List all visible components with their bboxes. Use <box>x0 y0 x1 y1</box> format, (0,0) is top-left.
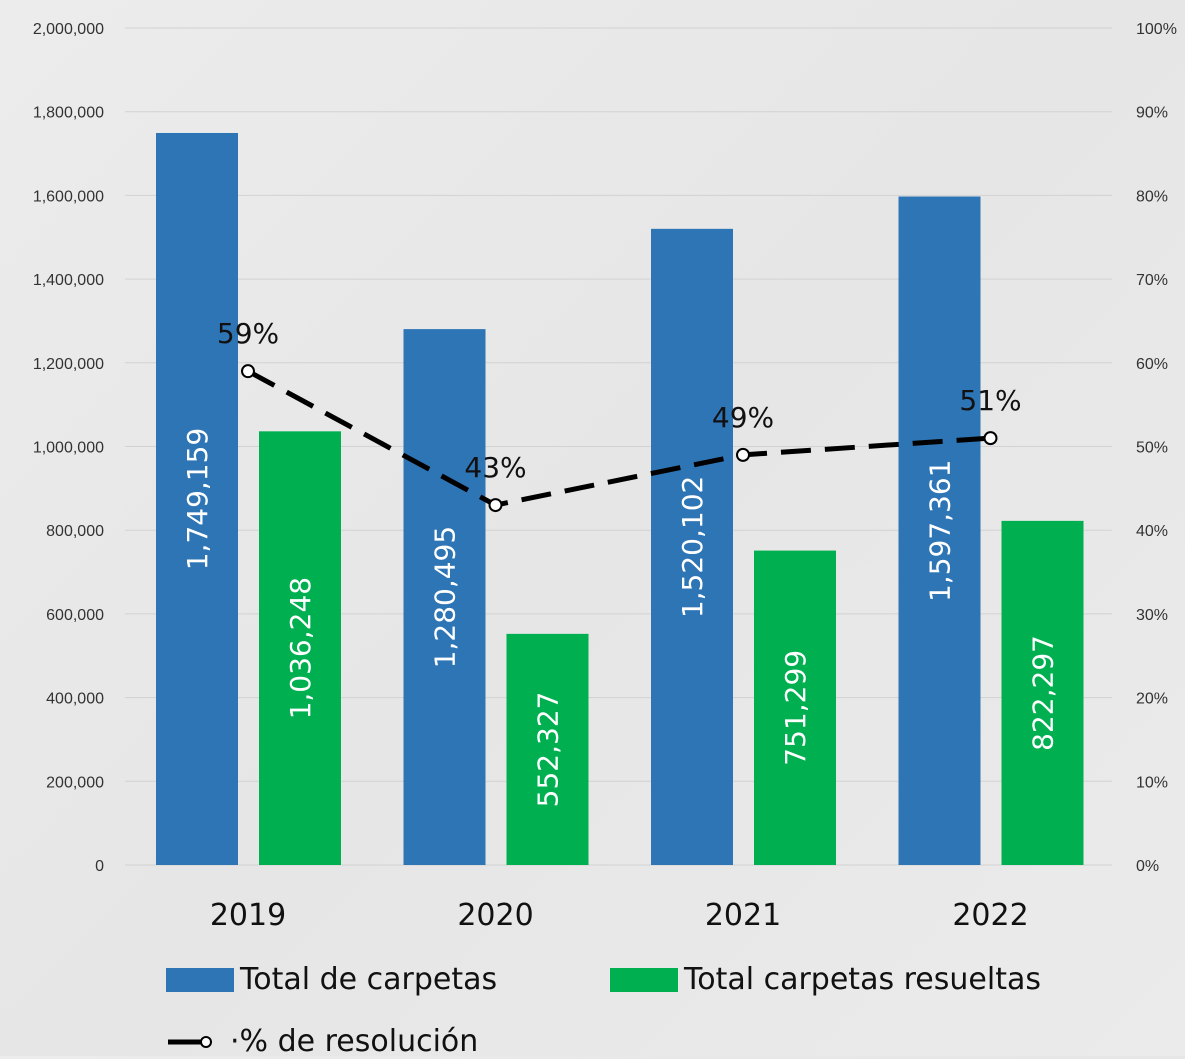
bar-label-total-carpetas: 1,597,361 <box>924 459 957 602</box>
y-tick-label: 800,000 <box>46 523 104 540</box>
line-point <box>983 431 998 446</box>
y-tick-label: 2,000,000 <box>33 21 104 38</box>
y-tick-label: 600,000 <box>46 607 104 624</box>
y-tick-label: 1,800,000 <box>33 105 104 122</box>
line-data-label: 51% <box>959 384 1021 417</box>
y2-tick-label: 20% <box>1136 691 1168 708</box>
bar-label-total-resueltas: 751,299 <box>779 650 812 766</box>
bar-label-total-carpetas: 1,280,495 <box>429 526 462 669</box>
line-point <box>488 498 503 513</box>
bar-total-carpetas <box>156 132 238 866</box>
bar-label-total-carpetas: 1,749,159 <box>181 428 214 571</box>
category-label: 2020 <box>457 898 533 933</box>
y-tick-label: 1,200,000 <box>33 356 104 373</box>
bar-label-total-resueltas: 552,327 <box>532 692 565 808</box>
category-label: 2019 <box>210 898 286 933</box>
bar-label-total-resueltas: 822,297 <box>1027 635 1060 751</box>
legend-swatch-green <box>610 967 678 992</box>
y2-tick-label: 70% <box>1136 272 1168 289</box>
y-tick-label: 1,000,000 <box>33 440 104 457</box>
line-data-label: 43% <box>464 451 526 484</box>
y2-tick-label: 60% <box>1136 356 1168 373</box>
bars: 1,749,159 1,036,248 1,280,495 552,327 1,520,… <box>156 132 1084 866</box>
bar-label-total-carpetas: 1,520,102 <box>676 476 709 619</box>
y-tick-label: 200,000 <box>46 774 104 791</box>
legend-label-resolucion: ·% de resolución <box>230 1024 479 1059</box>
legend-label-total-carpetas: Total de carpetas <box>240 962 498 997</box>
legend-swatch-blue <box>166 967 234 992</box>
bar-total-carpetas <box>651 228 733 866</box>
line-point <box>736 447 750 462</box>
legend-line-marker-icon <box>168 1035 212 1048</box>
bar-total-resueltas <box>506 633 589 865</box>
y2-tick-label: 40% <box>1136 523 1168 540</box>
y2-tick-label: 90% <box>1136 105 1168 122</box>
y2-tick-label: 10% <box>1136 774 1168 791</box>
legend-label-total-resueltas: Total carpetas resueltas <box>684 962 1041 997</box>
y2-tick-label: 30% <box>1136 607 1168 624</box>
bar-label-total-resueltas: 1,036,248 <box>284 577 317 720</box>
line-point <box>241 364 255 379</box>
right-axis: 0% 10% 20% 30% 40% 50% 60% 70% 80% 90% 100% <box>1136 21 1177 875</box>
resolution-line: 59% 43% 49% 51% <box>217 317 1022 513</box>
left-axis: 0 200,000 400,000 600,000 800,000 1,000,000 1,… <box>33 21 104 875</box>
legend-total-carpetas: Total de carpetas <box>166 962 497 997</box>
y2-tick-label: 50% <box>1136 440 1168 457</box>
y-tick-label: 1,400,000 <box>33 272 104 289</box>
category-axis: 2019 2020 2021 2022 <box>210 898 1029 933</box>
y-tick-label: 1,600,000 <box>33 188 104 205</box>
category-label: 2022 <box>952 898 1028 933</box>
bar-total-resueltas <box>754 550 836 865</box>
y2-tick-label: 0% <box>1136 858 1159 875</box>
line-data-label: 49% <box>712 401 774 434</box>
category-label: 2021 <box>705 898 781 933</box>
bar-total-resueltas <box>1001 520 1084 865</box>
resolution-line-path <box>246 368 991 508</box>
y-tick-label: 400,000 <box>46 691 104 708</box>
legend-total-resueltas: Total carpetas resueltas <box>610 962 1041 997</box>
y-tick-label: 0 <box>95 858 104 875</box>
bar-total-carpetas <box>898 196 981 866</box>
line-data-label: 59% <box>217 317 279 350</box>
legend-resolucion: ·% de resolución <box>166 1024 478 1059</box>
y2-tick-label: 80% <box>1136 188 1168 205</box>
y2-tick-label: 100% <box>1136 21 1177 38</box>
bar-total-resueltas <box>259 431 341 865</box>
bar-total-carpetas <box>403 329 486 865</box>
